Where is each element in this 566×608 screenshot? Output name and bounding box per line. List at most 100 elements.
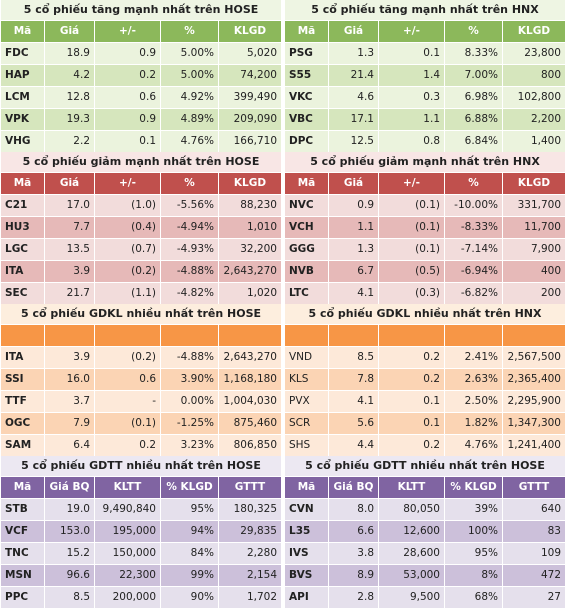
cell: 16.0 [45, 369, 95, 390]
cell: 1,702 [246, 591, 277, 603]
cell: -4.82% [161, 283, 219, 304]
ticker: KLS [285, 369, 329, 390]
cell: 6.98% [445, 87, 503, 108]
cell: 12.5 [329, 131, 379, 152]
cell: -4.88% [161, 347, 219, 368]
cell: -1.25% [161, 413, 219, 434]
cell: 27 [547, 591, 561, 603]
header-cell: Mã [285, 477, 329, 498]
ticker: PVX [285, 391, 329, 412]
ticker: API [285, 587, 329, 608]
cell: 0.9 [95, 43, 161, 64]
cell: 3.7 [45, 391, 95, 412]
table-title: 5 cổ phiếu giảm mạnh nhất trên HOSE [1, 152, 281, 173]
cell: 74,200 [240, 69, 277, 81]
cell: 5,020 [246, 47, 277, 59]
cell: 2,643,270 [223, 351, 277, 363]
cell: 95% [161, 499, 219, 520]
cell: 0.9 [95, 109, 161, 130]
cell: 17.0 [45, 195, 95, 216]
cell: (0.1) [379, 217, 445, 238]
cell: 806,850 [233, 439, 277, 451]
cell: 1,020 [246, 287, 277, 299]
data-row: STB 19.0 9,490,840 95% 180,325 [1, 499, 281, 521]
cell: 1.82% [445, 413, 503, 434]
cell: 166,710 [233, 135, 277, 147]
cell: 0.00% [161, 391, 219, 412]
table: 5 cổ phiếu giảm mạnh nhất trên HOSE Mã Giá… [1, 152, 281, 305]
data-row: VKC 4.6 0.3 6.98% 102,800 [285, 87, 565, 109]
cell: 0.9 [329, 195, 379, 216]
cell: 2,295,900 [507, 395, 561, 407]
cell: 100% [445, 521, 503, 542]
header-cell [503, 325, 565, 346]
cell: 9,500 [379, 587, 445, 608]
data-row: ITA 3.9 (0.2) -4.88% 2,643,270 [1, 347, 281, 369]
table-title: 5 cổ phiếu tăng mạnh nhất trên HNX [285, 0, 565, 21]
cell: 2.2 [45, 131, 95, 152]
cell: 109 [540, 547, 561, 559]
cell: 1,400 [530, 135, 561, 147]
ticker: STB [1, 499, 45, 520]
cell: -10.00% [445, 195, 503, 216]
cell: 0.2 [379, 347, 445, 368]
cell: 88,230 [240, 199, 277, 211]
cell: 18.9 [45, 43, 95, 64]
cell: 2,567,500 [507, 351, 561, 363]
data-row: TTF 3.7-0.00% 1,004,030 [1, 391, 281, 413]
header-cell: KLGD [517, 25, 551, 37]
header-cell: Giá [45, 21, 95, 42]
cell: 1,241,400 [507, 439, 561, 451]
header-row: Mã Giá +/-% KLGD [285, 21, 565, 43]
cell: 53,000 [379, 565, 445, 586]
header-cell: Giá [329, 173, 379, 194]
data-row: HAP 4.2 0.2 5.00% 74,200 [1, 65, 281, 87]
cell: 1,004,030 [223, 395, 277, 407]
ticker: GGG [285, 239, 329, 260]
cell: -7.14% [445, 239, 503, 260]
header-cell [285, 325, 329, 346]
header-cell: KLGD [517, 177, 551, 189]
cell: (0.1) [95, 413, 161, 434]
ticker: S55 [285, 65, 329, 86]
ticker: FDC [1, 43, 45, 64]
data-row: KLS 7.8 0.2 2.63% 2,365,400 [285, 369, 565, 391]
header-cell: Mã [1, 21, 45, 42]
cell: 800 [540, 69, 561, 81]
header-cell: Giá BQ [329, 477, 379, 498]
cell: 6.4 [45, 435, 95, 456]
ticker: VCF [1, 521, 45, 542]
table: 5 cổ phiếu giảm mạnh nhất trên HNX Mã Giá +… [285, 152, 565, 305]
ticker: VHG [1, 131, 45, 152]
cell: (0.1) [379, 239, 445, 260]
cell: 0.6 [95, 87, 161, 108]
cell: 3.9 [45, 261, 95, 282]
cell: 0.1 [95, 131, 161, 152]
header-cell [329, 325, 379, 346]
cell: 0.1 [379, 43, 445, 64]
ticker: C21 [1, 195, 45, 216]
cell: 200,000 [95, 587, 161, 608]
header-row [1, 325, 281, 347]
cell: 7,900 [530, 243, 561, 255]
cell: 83 [547, 525, 561, 537]
data-row: PVX 4.1 0.1 2.50% 2,295,900 [285, 391, 565, 413]
data-row: LTC 4.1 (0.3) -6.82% 200 [285, 283, 565, 305]
cell: 0.2 [379, 369, 445, 390]
data-row: LCM 12.8 0.6 4.92% 399,490 [1, 87, 281, 109]
header-cell: Mã [1, 173, 45, 194]
data-row: C21 17.0 (1.0) -5.56% 88,230 [1, 195, 281, 217]
ticker: PPC [1, 587, 45, 608]
cell: 96.6 [45, 565, 95, 586]
table-title: 5 cổ phiếu tăng mạnh nhất trên HOSE [1, 0, 281, 21]
cell: 0.2 [95, 435, 161, 456]
cell: 6.7 [329, 261, 379, 282]
cell: 331,700 [517, 199, 561, 211]
data-row: SEC 21.7 (1.1) -4.82% 1,020 [1, 283, 281, 305]
data-row: SCR 5.6 0.1 1.82% 1,347,300 [285, 413, 565, 435]
ticker: LGC [1, 239, 45, 260]
cell: 4.4 [329, 435, 379, 456]
cell: (0.4) [95, 217, 161, 238]
data-row: ITA 3.9 (0.2) -4.88% 2,643,270 [1, 261, 281, 283]
cell: - [95, 391, 161, 412]
